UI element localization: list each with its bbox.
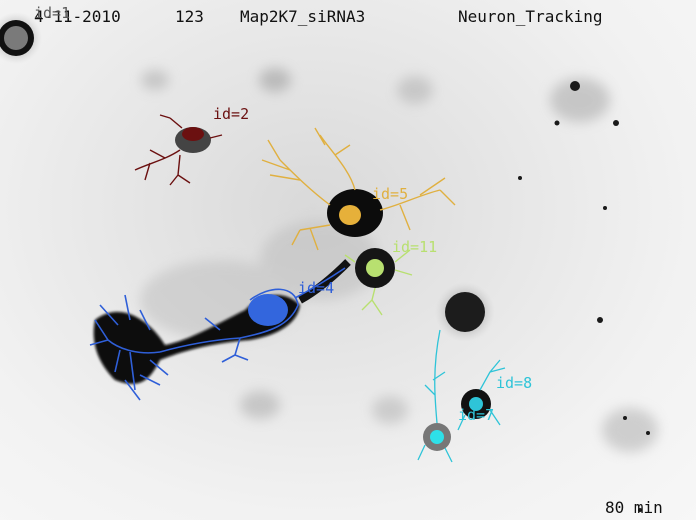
neuron-2: [134, 114, 223, 186]
header-title: Neuron_Tracking: [458, 7, 603, 26]
neuron-label-4: id=4: [298, 279, 335, 297]
neuron-label-11: id=11: [392, 238, 438, 256]
header-condition: Map2K7_siRNA3: [240, 7, 366, 26]
specks: [518, 81, 650, 512]
neuron-label-8: id=8: [496, 374, 533, 392]
neuron-8: [457, 359, 506, 431]
background-blobs: [140, 68, 658, 452]
unlabeled-cell: [435, 282, 495, 342]
elapsed-time: 80 min: [605, 498, 663, 517]
neuron-4: [89, 259, 351, 401]
neuron-7: [417, 329, 453, 463]
cell-body-1: [0, 12, 42, 64]
neuron-label-5: id=5: [372, 185, 409, 203]
neuron-11: [344, 248, 413, 316]
neuron-label-2: id=2: [213, 105, 250, 123]
neuron-5: [261, 127, 456, 251]
neuron-label-1: id=1: [34, 4, 71, 22]
neuron-label-7: id=7: [458, 406, 495, 424]
header-count: 123: [175, 7, 204, 26]
header-date: 4-11-2010: [34, 7, 121, 26]
